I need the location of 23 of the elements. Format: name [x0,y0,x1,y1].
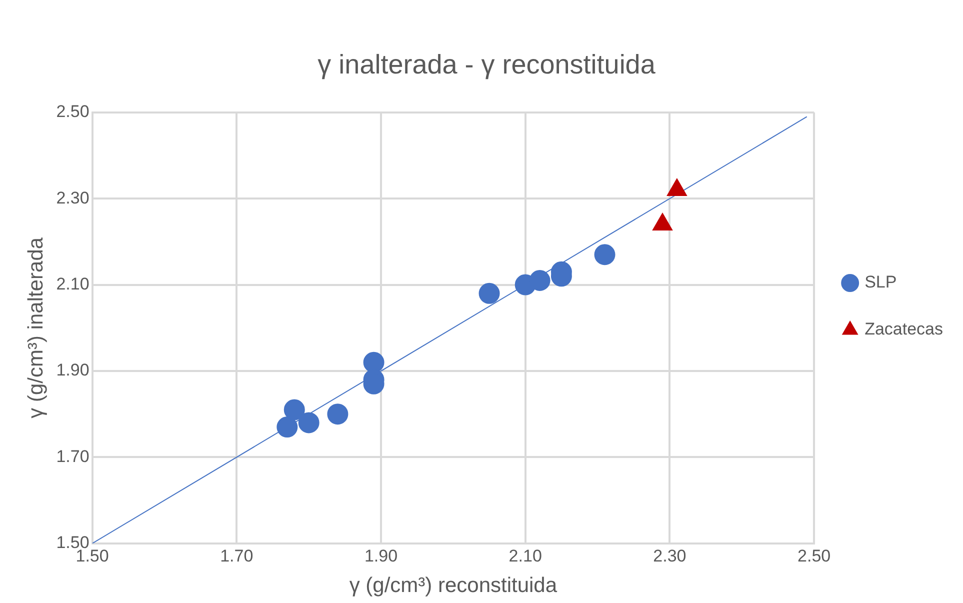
point [594,244,616,266]
point [478,282,500,304]
point [363,352,384,373]
point [284,399,305,420]
x-tick-label: 1.90 [364,546,398,566]
y-tick-label: 2.50 [56,102,90,122]
x-tick-label: 2.30 [653,546,686,566]
point [298,412,320,434]
x-tick-label: 1.70 [220,546,254,566]
y-tick-label: 2.30 [56,188,90,208]
legend-label: SLP [864,272,897,292]
y-tick-label: 2.10 [56,274,90,294]
chart-title: γ inalterada - γ reconstituida [318,50,656,80]
point [276,416,298,438]
legend-label: Zacatecas [864,320,944,339]
y-tick-label: 1.90 [56,360,90,380]
y-tick-label: 1.70 [56,446,90,466]
x-tick-label: 2.10 [508,546,542,566]
point [327,404,348,425]
x-axis-title: γ (g/cm³) reconstituida [349,574,558,598]
x-tick-label: 2.50 [798,546,831,566]
point [529,270,550,291]
y-axis-title: γ (g/cm³) inalterada [24,237,48,418]
